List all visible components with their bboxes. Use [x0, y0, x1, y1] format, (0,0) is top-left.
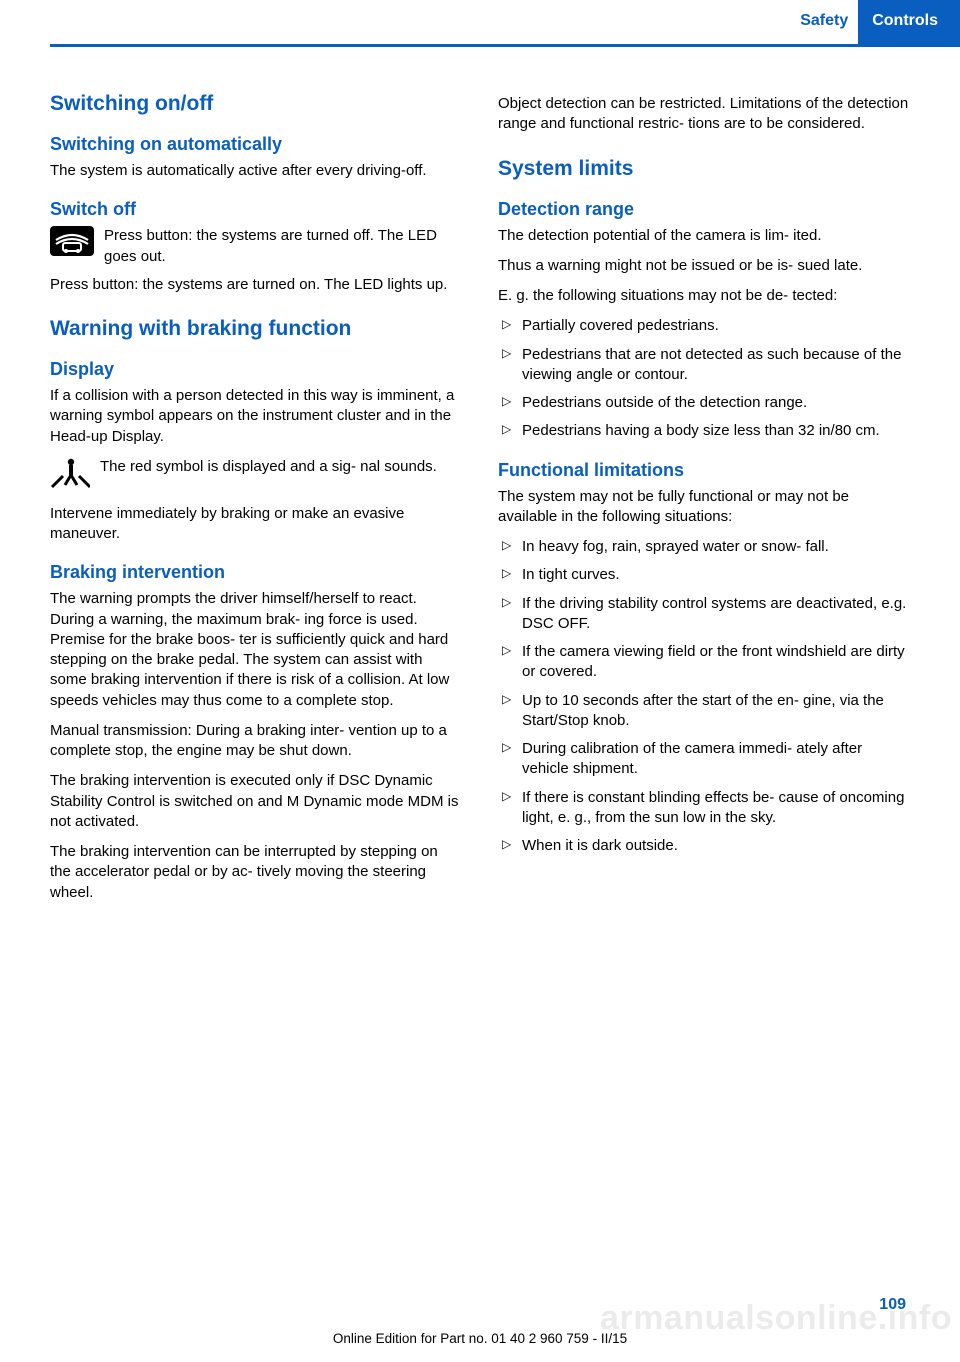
list-item: Partially covered pedestrians. [498, 316, 910, 336]
list-item: If the driving stability control systems… [498, 594, 910, 635]
para-detection-2: Thus a warning might not be issued or be… [498, 256, 910, 276]
tab-controls: Controls [858, 0, 960, 44]
para-object-detection: Object detection can be restricted. Limi… [498, 94, 910, 135]
para-display-icon: The red symbol is displayed and a sig‐ n… [100, 457, 437, 477]
list-item: In tight curves. [498, 565, 910, 585]
functional-list: In heavy fog, rain, sprayed water or sno… [498, 537, 910, 856]
right-column: Object detection can be restricted. Limi… [498, 70, 910, 913]
heading-warning-braking: Warning with braking function [50, 317, 462, 341]
display-icon-row: The red symbol is displayed and a sig‐ n… [50, 457, 462, 496]
list-item: If the camera viewing field or the front… [498, 642, 910, 683]
heading-functional-limitations: Functional limitations [498, 460, 910, 481]
list-item: Pedestrians outside of the detection ran… [498, 393, 910, 413]
list-item: Up to 10 seconds after the start of the … [498, 691, 910, 732]
left-column: Switching on/off Switching on automatica… [50, 70, 462, 913]
para-braking-1: The warning prompts the driver himself/h… [50, 589, 462, 711]
list-item: Pedestrians having a body size less than… [498, 421, 910, 441]
pedestrian-warning-icon [50, 457, 90, 496]
page-header: Safety Controls [0, 0, 960, 44]
heading-braking-intervention: Braking intervention [50, 562, 462, 583]
para-display-2: Intervene immediately by braking or make… [50, 504, 462, 545]
switch-off-icon-row: Press button: the systems are turned off… [50, 226, 462, 267]
detection-list: Partially covered pedestrians. Pedestria… [498, 316, 910, 441]
list-item: During calibration of the camera immedi‐… [498, 739, 910, 780]
list-item: When it is dark outside. [498, 836, 910, 856]
para-detection-1: The detection potential of the camera is… [498, 226, 910, 246]
para-display-1: If a collision with a person detected in… [50, 386, 462, 447]
para-braking-4: The braking intervention can be interrup… [50, 842, 462, 903]
page-number: 109 [879, 1296, 906, 1314]
tab-safety: Safety [800, 0, 858, 44]
header-tabs: Safety Controls [800, 0, 960, 44]
para-switching-auto: The system is automatically active after… [50, 161, 462, 181]
para-braking-3: The braking intervention is executed onl… [50, 771, 462, 832]
para-detection-3: E. g. the following situations may not b… [498, 286, 910, 306]
para-switch-off-icon: Press button: the systems are turned off… [104, 226, 462, 267]
list-item: If there is constant blinding effects be… [498, 788, 910, 829]
heading-detection-range: Detection range [498, 199, 910, 220]
heading-system-limits: System limits [498, 157, 910, 181]
header-rule [50, 44, 960, 47]
heading-switch-off: Switch off [50, 199, 462, 220]
car-button-icon [50, 226, 94, 261]
page-body: Switching on/off Switching on automatica… [50, 70, 910, 913]
para-switch-on: Press button: the systems are turned on.… [50, 275, 462, 295]
para-functional-1: The system may not be fully functional o… [498, 487, 910, 528]
footer-edition: Online Edition for Part no. 01 40 2 960 … [0, 1331, 960, 1346]
heading-switching-on-off: Switching on/off [50, 92, 462, 116]
para-braking-2: Manual transmission: During a braking in… [50, 721, 462, 762]
heading-display: Display [50, 359, 462, 380]
list-item: Pedestrians that are not detected as suc… [498, 345, 910, 386]
heading-switching-auto: Switching on automatically [50, 134, 462, 155]
list-item: In heavy fog, rain, sprayed water or sno… [498, 537, 910, 557]
